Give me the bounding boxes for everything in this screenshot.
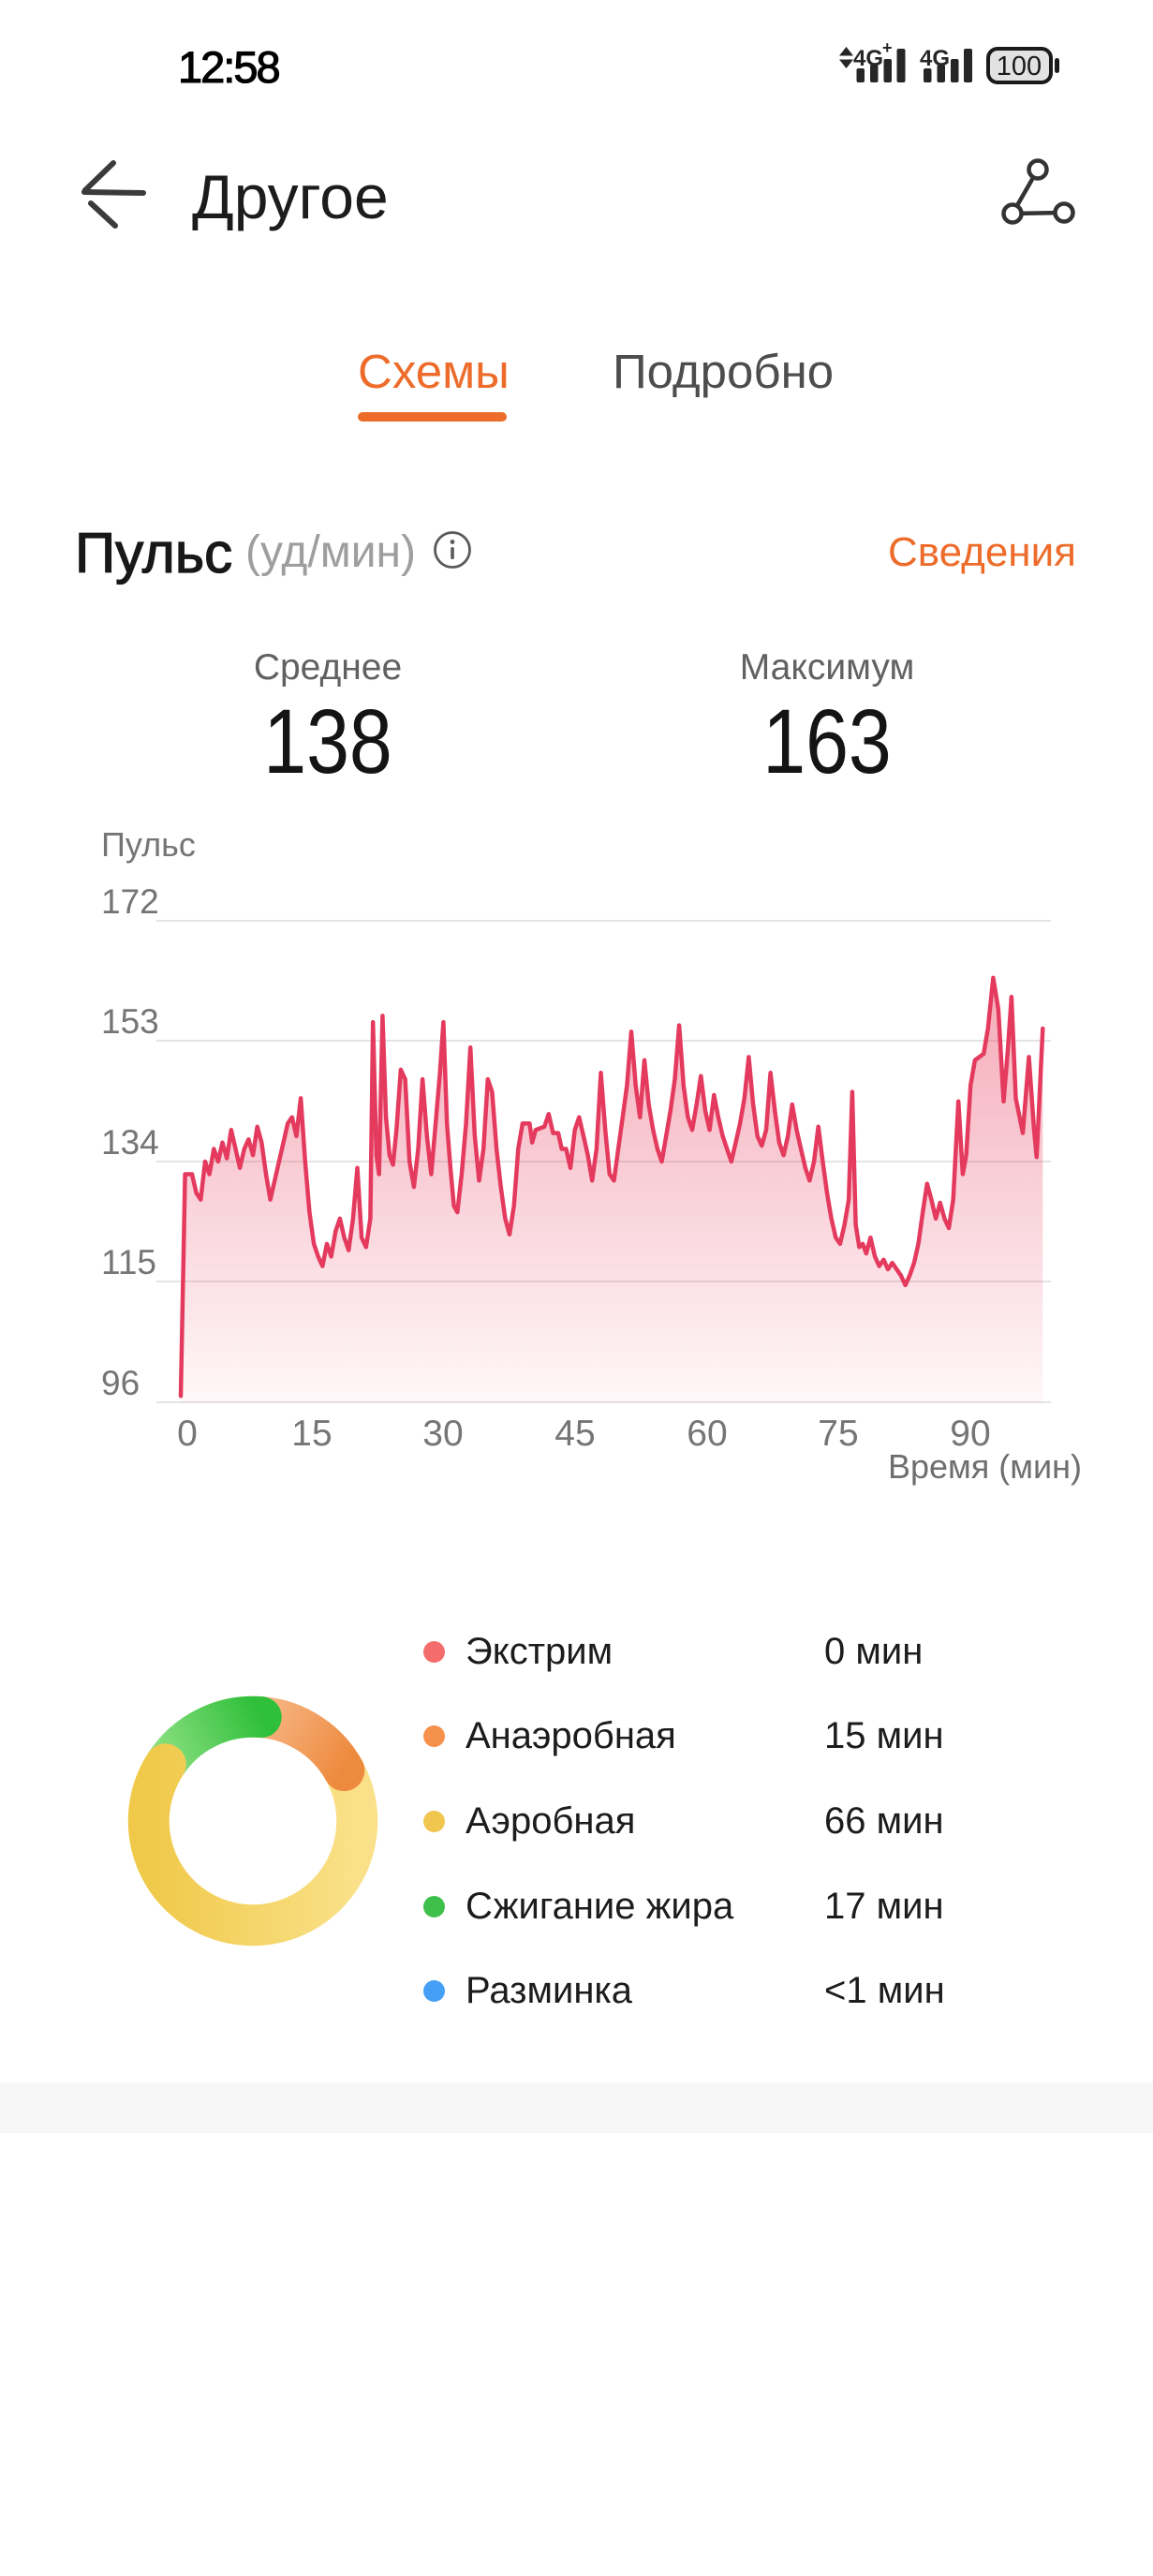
svg-text:+: +	[882, 38, 893, 57]
svg-text:4G: 4G	[853, 46, 883, 71]
svg-text:4G: 4G	[920, 46, 950, 71]
svg-text:100: 100	[997, 52, 1042, 81]
